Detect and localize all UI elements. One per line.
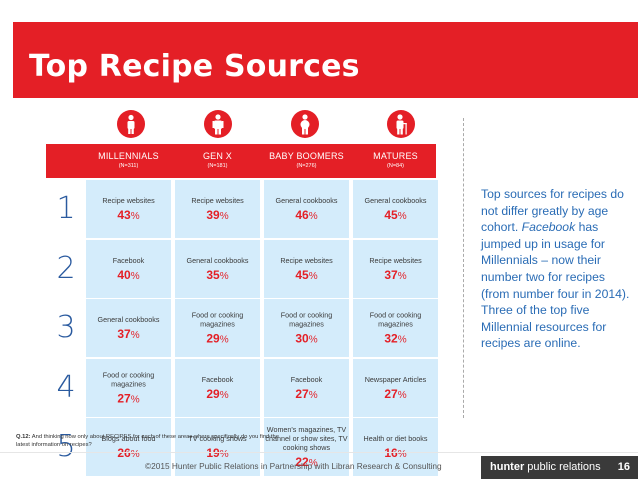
percentage-value: 37%	[117, 327, 140, 341]
percentage-value: 22%	[295, 455, 318, 469]
percentage-value: 46%	[295, 208, 318, 222]
table-cell: Food or cooking magazines 32%	[353, 299, 438, 357]
source-label: Facebook	[112, 255, 145, 265]
percentage-value: 27%	[295, 386, 318, 401]
source-label: Women's magazines, TV channel or show si…	[265, 425, 348, 452]
column-header-matures: MATURES (N=84)	[373, 151, 418, 169]
table-cell: Recipe websites 45%	[264, 239, 349, 298]
brand-box: hunter public relations 16	[481, 456, 638, 479]
middle-aged-person-icon	[291, 110, 319, 138]
source-label: Recipe websites	[102, 196, 155, 205]
column-header-millennials: MILLENNIALS (N=311)	[98, 151, 159, 169]
table-cell: Food or cooking magazines 27%	[86, 358, 171, 417]
source-label: General cookbooks	[275, 196, 338, 205]
brand-logo: hunter public relations	[490, 461, 601, 473]
column-header-baby-boomers: BABY BOOMERS (N=276)	[269, 151, 344, 169]
percentage-value: 45%	[384, 208, 407, 222]
percentage-value: 29%	[206, 331, 229, 346]
percentage-value: 30%	[295, 331, 318, 346]
table-cell: General cookbooks 35%	[175, 239, 260, 298]
percentage-value: 16%	[384, 446, 407, 460]
source-label: Health or diet books	[363, 434, 428, 443]
rank-number: 2	[46, 239, 86, 298]
source-label: General cookbooks	[364, 196, 427, 205]
table-cell: Recipe websites 39%	[175, 180, 260, 238]
table-cell: Women's magazines, TV channel or show si…	[264, 418, 349, 476]
title-banner: Top Recipe Sources	[13, 22, 638, 98]
page-number: 16	[617, 461, 630, 473]
source-label: Food or cooking magazines	[191, 310, 244, 329]
table-cell: TV cooking shows 19%	[175, 418, 260, 476]
column-header-gen-x: GEN X (N=181)	[202, 151, 232, 169]
table-header: MILLENNIALS (N=311) GEN X (N=181) BABY BOO…	[46, 144, 436, 178]
table-cell: Recipe websites 37%	[353, 239, 438, 298]
percentage-value: 35%	[206, 267, 229, 282]
source-label: Recipe websites	[191, 196, 244, 205]
table-cell: Blogs about food 26%	[86, 418, 171, 476]
source-label: Facebook	[290, 374, 323, 384]
rank-number: 5	[46, 418, 86, 476]
survey-question: Q.12: And thinking now only about RECIPE…	[16, 434, 279, 448]
percentage-value: 39%	[206, 208, 229, 222]
percentage-value: 40%	[117, 267, 140, 282]
adult-person-icon	[204, 110, 232, 138]
table-cell: General cookbooks 45%	[353, 180, 438, 238]
table-cell: Facebook 29%	[175, 358, 260, 417]
young-person-icon	[117, 110, 145, 138]
table-cell: General cookbooks 37%	[86, 299, 171, 357]
source-label: Food or cooking magazines	[369, 310, 422, 329]
percentage-value: 26%	[117, 446, 140, 460]
percentage-value: 19%	[206, 446, 229, 460]
source-label: Recipe websites	[280, 255, 333, 265]
percentage-value: 32%	[384, 331, 407, 346]
percentage-value: 27%	[384, 386, 407, 401]
source-label: Blogs about food	[101, 434, 156, 443]
page-title: Top Recipe Sources	[29, 49, 360, 84]
percentage-value: 29%	[206, 386, 229, 401]
percentage-value: 45%	[295, 267, 318, 282]
table-cell: General cookbooks 46%	[264, 180, 349, 238]
rank-number: 1	[46, 180, 86, 238]
source-label: Food or cooking magazines	[280, 310, 333, 329]
source-label: Food or cooking magazines	[102, 370, 155, 388]
percentage-value: 43%	[117, 208, 140, 222]
percentage-value: 37%	[384, 267, 407, 282]
source-label: General cookbooks	[186, 255, 249, 265]
table-cell: Food or cooking magazines 30%	[264, 299, 349, 357]
source-label: General cookbooks	[97, 315, 160, 324]
facebook-emphasis: Facebook	[521, 220, 576, 235]
table-cell: Facebook 27%	[264, 358, 349, 417]
footer: ©2015 Hunter Public Relations in Partner…	[0, 452, 638, 479]
source-label: Recipe websites	[369, 255, 422, 265]
source-label: TV cooking shows	[188, 434, 247, 443]
source-label: Newspaper Articles	[364, 374, 427, 384]
rank-number: 4	[46, 358, 86, 417]
footer-credit: ©2015 Hunter Public Relations in Partner…	[145, 461, 442, 471]
table-cell: Recipe websites 43%	[86, 180, 171, 238]
elderly-person-icon	[387, 110, 415, 138]
table-cell: Newspaper Articles 27%	[353, 358, 438, 417]
sidebar-summary: Top sources for recipes do not differ gr…	[481, 187, 630, 351]
table-cell: Food or cooking magazines 29%	[175, 299, 260, 357]
source-label: Facebook	[201, 374, 234, 384]
table-cell: Facebook 40%	[86, 239, 171, 298]
table-cell: Health or diet books 16%	[353, 418, 438, 476]
rank-number: 3	[46, 299, 86, 357]
percentage-value: 27%	[117, 391, 140, 405]
divider	[463, 118, 464, 418]
